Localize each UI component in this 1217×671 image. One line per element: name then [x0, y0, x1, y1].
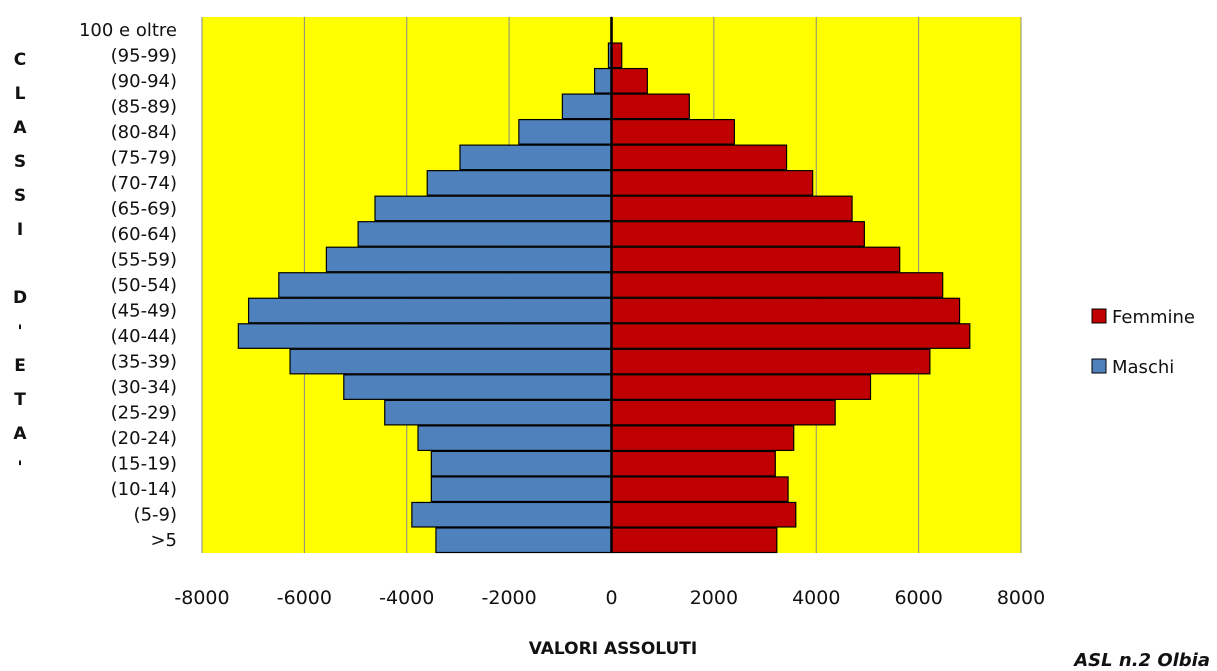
bar-femmine	[610, 348, 931, 375]
bar-maschi	[289, 348, 613, 375]
y-tick-label: (95-99)	[111, 45, 177, 66]
bar-maschi	[430, 450, 613, 477]
legend-swatch-femmine	[1091, 308, 1107, 324]
x-axis-title: VALORI ASSOLUTI	[529, 639, 697, 659]
x-tick-label: 4000	[792, 587, 840, 609]
x-tick-label: -6000	[277, 587, 332, 609]
y-tick-label: (55-59)	[111, 249, 177, 270]
y-axis-title-letter: E	[14, 356, 26, 376]
x-tick-labels: -8000 -6000 -4000 -2000 0 2000 4000 6000 8000	[174, 587, 1045, 609]
bar-maschi	[374, 195, 613, 222]
bar-femmine	[610, 195, 853, 222]
y-tick-label: (85-89)	[111, 96, 177, 117]
legend-swatch-maschi	[1091, 358, 1107, 374]
bar-femmine	[610, 527, 778, 554]
bar-maschi	[411, 501, 613, 528]
y-axis-title-letter: S	[14, 152, 26, 172]
bars	[237, 16, 971, 554]
bar-maschi	[417, 425, 613, 452]
y-axis-title-letter: S	[14, 186, 26, 206]
x-tick-label: -8000	[174, 587, 229, 609]
y-tick-labels: 100 e oltre (95-99) (90-94) (85-89) (80-84) (…	[79, 20, 177, 551]
bar-femmine	[610, 170, 814, 196]
bar-femmine	[610, 118, 735, 145]
y-tick-label: (65-69)	[111, 198, 177, 219]
y-tick-label: (15-19)	[111, 454, 177, 475]
y-axis-title-letter: '	[17, 322, 22, 342]
y-axis-title-letter: '	[17, 458, 22, 478]
bar-femmine	[610, 323, 971, 349]
bar-maschi	[561, 93, 613, 120]
y-tick-label: (80-84)	[111, 122, 177, 143]
y-tick-label: (60-64)	[111, 224, 177, 245]
bar-femmine	[610, 476, 789, 503]
y-axis-title-letter: A	[13, 118, 27, 138]
y-axis-title-letter: I	[17, 220, 23, 240]
y-axis-title-letter: D	[13, 288, 27, 308]
y-tick-label: (90-94)	[111, 71, 177, 92]
bar-femmine	[610, 425, 795, 452]
bar-femmine	[610, 246, 901, 273]
bar-femmine	[610, 93, 690, 120]
bar-femmine	[610, 221, 865, 247]
x-tick-label: -2000	[482, 587, 537, 609]
bar-maschi	[384, 399, 613, 426]
bar-femmine	[610, 272, 944, 298]
y-axis-title-letter: T	[14, 390, 26, 410]
y-axis-title-letter: A	[13, 424, 27, 444]
y-tick-label: (25-29)	[111, 403, 177, 424]
y-tick-label: (5-9)	[134, 505, 177, 526]
x-tick-label: 0	[605, 587, 617, 609]
bar-maschi	[278, 272, 613, 298]
bar-maschi	[357, 221, 613, 247]
bar-femmine	[610, 374, 872, 400]
y-tick-label: (50-54)	[111, 275, 177, 296]
y-axis-title-letter: L	[15, 84, 26, 104]
x-tick-label: -4000	[379, 587, 434, 609]
bar-femmine	[610, 501, 797, 528]
y-tick-label: (35-39)	[111, 352, 177, 373]
bar-maschi	[237, 323, 613, 349]
footer-label: ASL n.2 Olbia	[1072, 650, 1210, 671]
y-tick-label: (10-14)	[111, 479, 177, 500]
bar-femmine	[610, 297, 961, 324]
x-tick-label: 6000	[894, 587, 942, 609]
bar-maschi	[343, 374, 613, 400]
bar-femmine	[610, 144, 788, 171]
y-tick-label: (30-34)	[111, 377, 177, 398]
y-tick-label: (20-24)	[111, 428, 177, 449]
y-tick-label: (75-79)	[111, 147, 177, 168]
legend: Femmine Maschi	[1091, 307, 1195, 378]
bar-femmine	[610, 450, 776, 477]
x-tick-label: 2000	[690, 587, 738, 609]
y-tick-label: >5	[150, 530, 177, 551]
bar-femmine	[610, 67, 648, 94]
x-tick-label: 8000	[997, 587, 1045, 609]
bar-maschi	[247, 297, 613, 324]
legend-label-femmine: Femmine	[1112, 307, 1195, 328]
y-tick-label: (40-44)	[111, 326, 177, 347]
y-tick-label: (70-74)	[111, 173, 177, 194]
legend-label-maschi: Maschi	[1112, 357, 1174, 378]
bar-maschi	[430, 476, 613, 503]
bar-femmine	[610, 399, 836, 426]
bar-maschi	[459, 144, 613, 171]
bar-femmine	[610, 42, 623, 69]
bar-maschi	[435, 527, 613, 554]
y-tick-label: (45-49)	[111, 301, 177, 322]
bar-maschi	[518, 118, 613, 145]
y-tick-label: 100 e oltre	[79, 20, 177, 41]
y-axis-title-letter: C	[14, 50, 26, 70]
bar-maschi	[325, 246, 613, 273]
bar-maschi	[426, 170, 613, 196]
bar-maschi	[594, 67, 613, 94]
